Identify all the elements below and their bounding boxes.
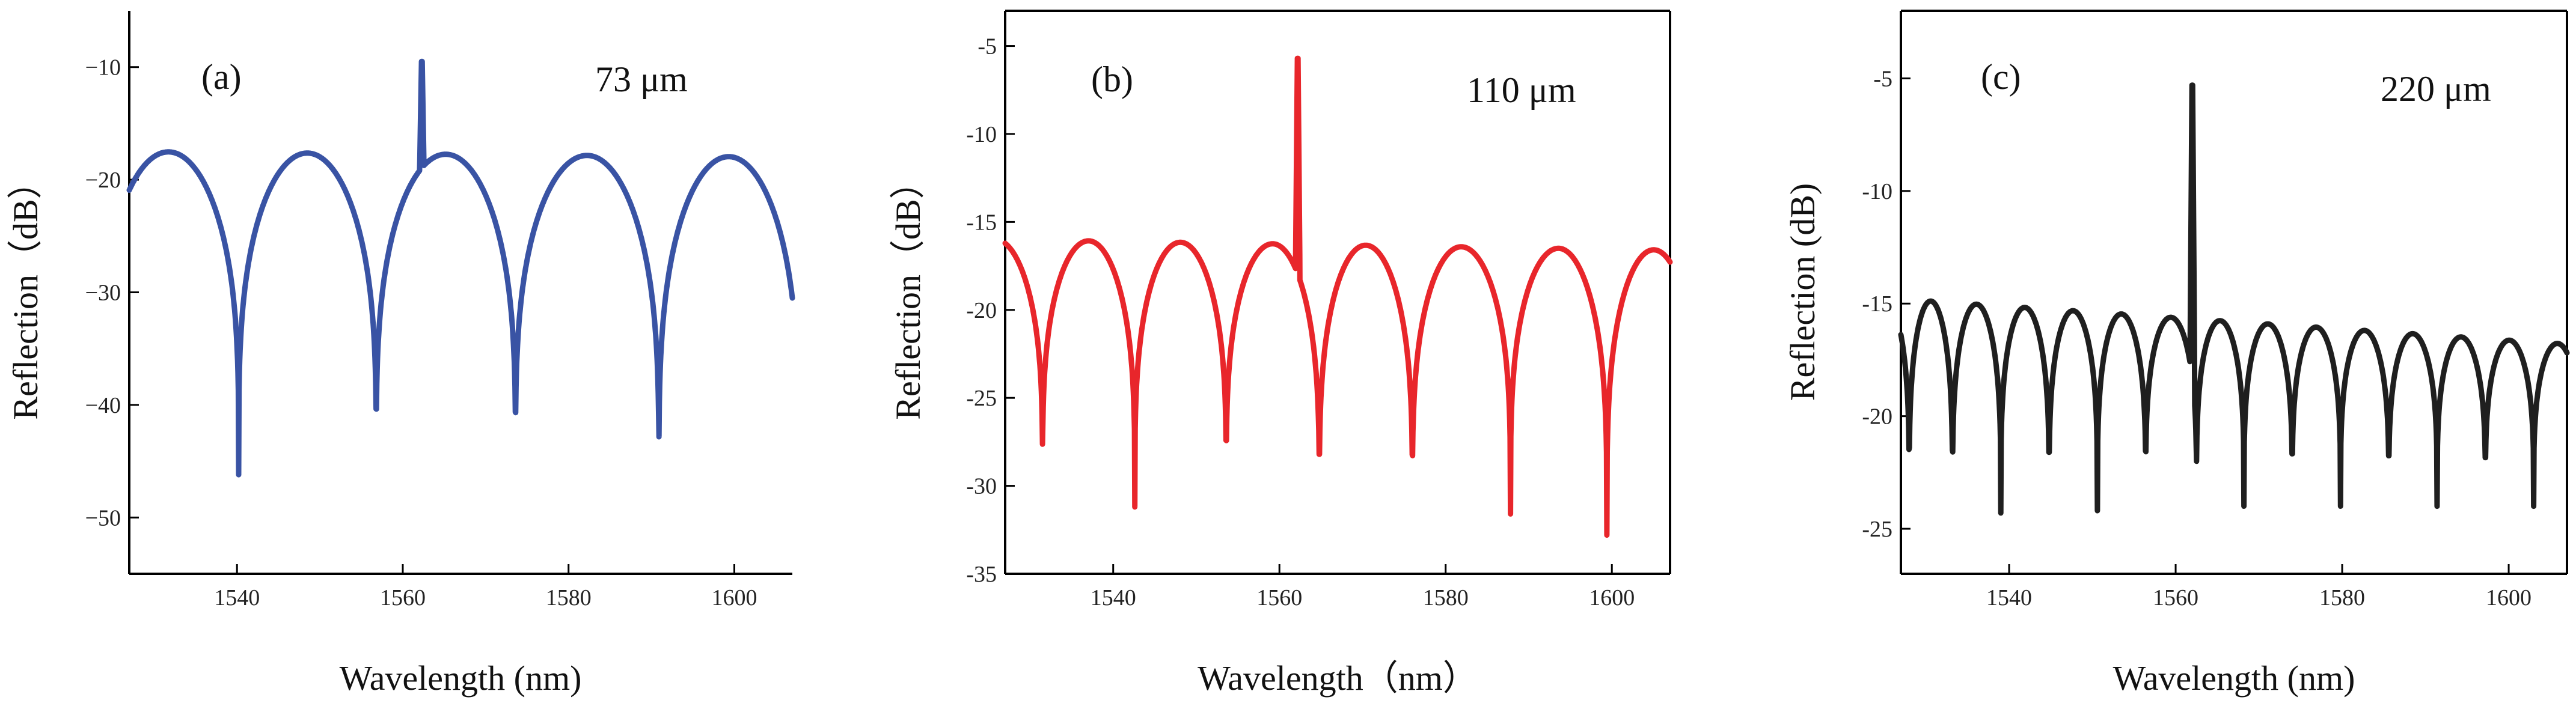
panel-c-y-ticks: -25 -20 -15 -10 -5	[1862, 66, 1911, 542]
panel-b-y-tick-label: -25	[966, 386, 997, 411]
panel-a-x-tick-label: 1540	[214, 585, 260, 610]
panel-a-y-tick-label: −40	[85, 393, 121, 418]
panel-c-y-tick-label: -20	[1862, 404, 1892, 430]
panel-a-y-tick-label: −50	[85, 505, 121, 531]
panel-c-x-title: Wavelength (nm)	[2113, 659, 2355, 698]
panel-b-x-ticks: 1540 1560 1580 1600	[1091, 564, 1635, 610]
panel-b-x-tick-label: 1540	[1091, 585, 1136, 610]
panel-a-y-title: Reflection（dB）	[6, 164, 45, 419]
panel-a-x-tick-label: 1600	[711, 585, 757, 610]
panel-b-x-tick-label: 1600	[1589, 585, 1635, 610]
panel-c-y-tick-label: -15	[1862, 291, 1892, 317]
panel-a-label: (a)	[201, 57, 242, 97]
panel-c-reflection-line	[1898, 82, 2570, 516]
panel-b-reflection-line	[1002, 55, 1673, 538]
panel-b-y-tick-label: -20	[966, 298, 997, 323]
panel-b-y-title: Reflection（dB）	[889, 164, 928, 419]
panel-c-y-tick-label: -5	[1873, 66, 1892, 91]
panel-c-x-tick-label: 1540	[1986, 585, 2032, 610]
panel-b-y-tick-label: -30	[966, 474, 997, 499]
panel-b-annotation: 110 μm	[1467, 70, 1576, 110]
panel-b: -35 -30 -25 -20 -15 -10 -5 1540 1560 1580 1600 (b…	[889, 10, 1673, 698]
panel-b-y-tick-label: -35	[966, 562, 997, 587]
panel-c-y-title: Reflection (dB)	[1783, 183, 1822, 401]
panel-a-y-tick-label: −30	[85, 281, 121, 306]
panel-a-x-title: Wavelength (nm)	[340, 659, 582, 698]
panel-a-reflection-line	[126, 58, 795, 478]
panel-a-y-ticks: −50 −40 −30 −20 −10	[85, 55, 139, 531]
panel-c-label: (c)	[1981, 57, 2021, 97]
panel-b-y-tick-label: -10	[966, 122, 997, 147]
panel-c: -25 -20 -15 -10 -5 1540 1560 1580 1600 (c) 220 …	[1783, 10, 2570, 698]
panel-a-x-ticks: 1540 1560 1580 1600	[214, 564, 757, 610]
panel-c-x-ticks: 1540 1560 1580 1600	[1986, 564, 2532, 610]
panel-c-y-tick-label: -25	[1862, 517, 1892, 542]
panel-a-x-tick-label: 1560	[380, 585, 426, 610]
panel-b-x-tick-label: 1560	[1256, 585, 1302, 610]
panel-a: −50 −40 −30 −20 −10 1540 1560 1580 1600 (a) 73 …	[6, 11, 795, 698]
panel-b-y-ticks: -35 -30 -25 -20 -15 -10 -5	[966, 34, 1015, 587]
panel-a-y-tick-label: −20	[85, 168, 121, 193]
panel-b-label: (b)	[1091, 59, 1133, 99]
panel-a-y-tick-label: −10	[85, 55, 121, 81]
panel-c-x-tick-label: 1600	[2486, 585, 2532, 610]
panel-c-annotation: 220 μm	[2381, 69, 2491, 109]
panel-a-annotation: 73 μm	[595, 59, 688, 99]
panel-a-x-tick-label: 1580	[546, 585, 592, 610]
panel-b-x-tick-label: 1580	[1423, 585, 1469, 610]
panel-b-y-tick-label: -5	[977, 34, 997, 59]
panel-c-x-tick-label: 1580	[2319, 585, 2365, 610]
panel-b-y-tick-label: -15	[966, 210, 997, 235]
panel-c-y-tick-label: -10	[1862, 179, 1892, 204]
panel-c-x-tick-label: 1560	[2153, 585, 2198, 610]
panel-b-x-title: Wavelength（nm）	[1198, 659, 1478, 698]
